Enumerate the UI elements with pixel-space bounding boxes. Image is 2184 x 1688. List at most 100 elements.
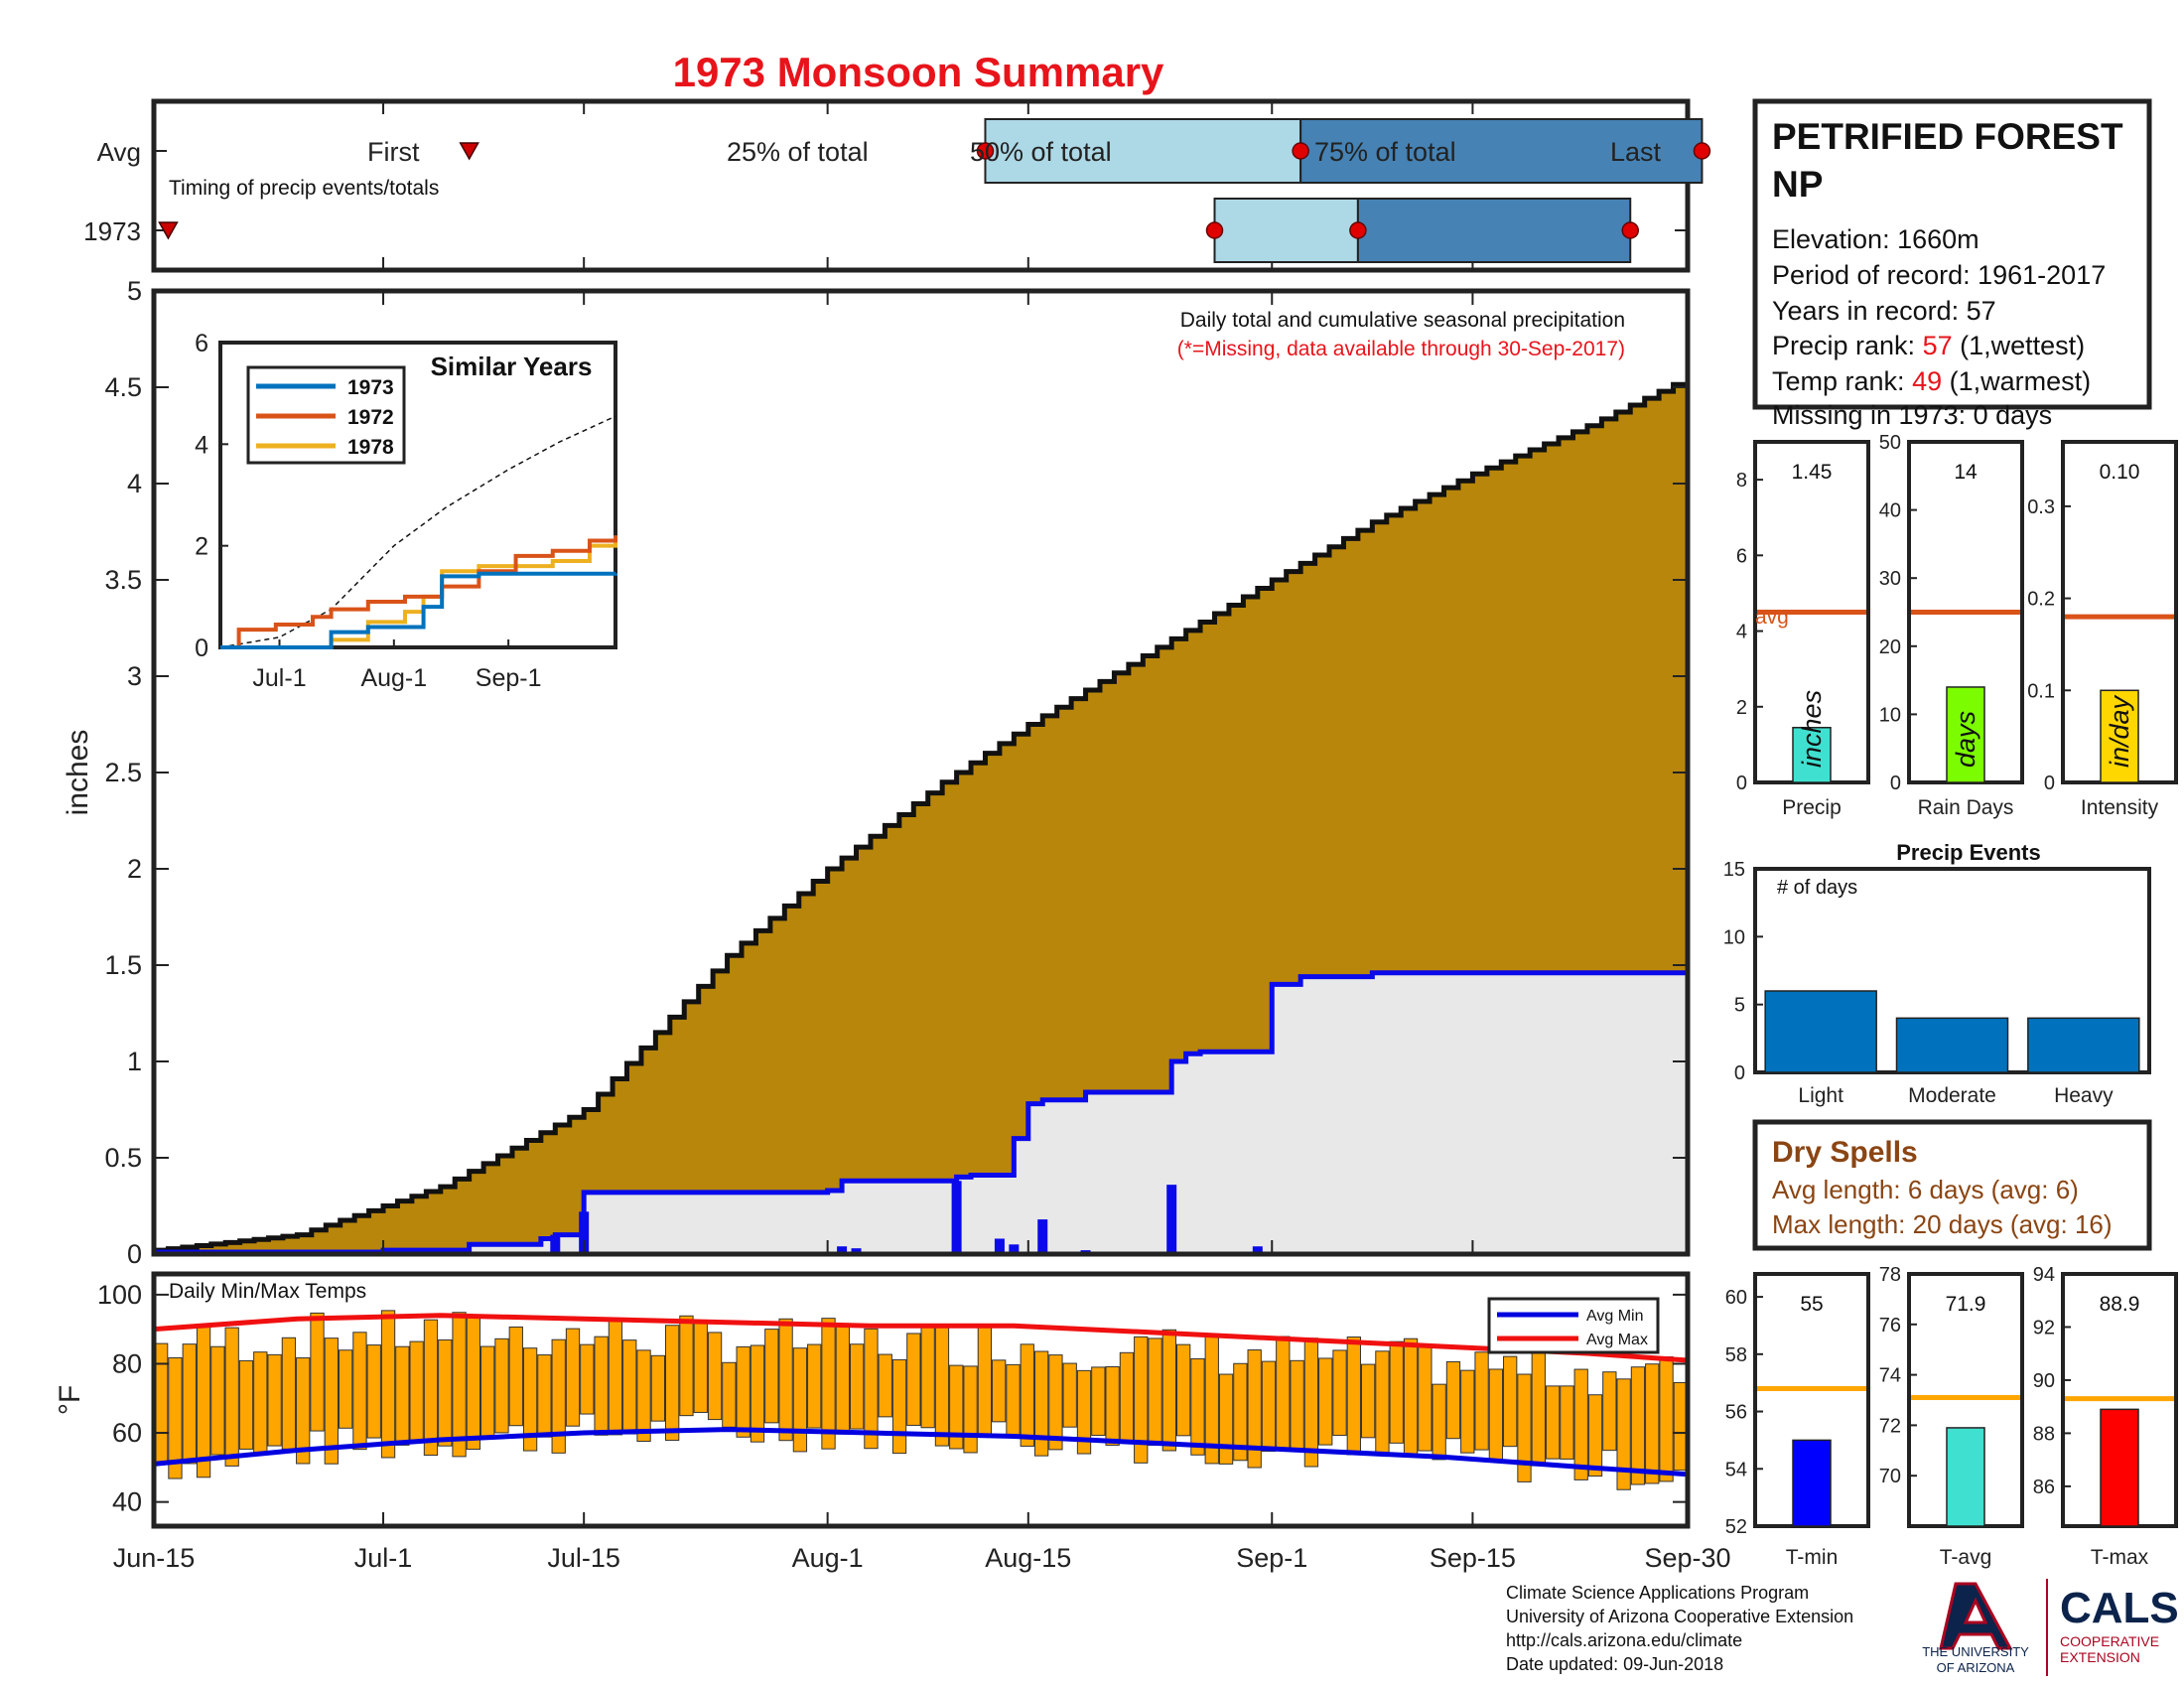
temp-title: Daily Min/Max Temps [169, 1280, 366, 1303]
legend-label-1972: 1972 [347, 406, 394, 429]
temp-y-tick-label: 40 [112, 1487, 142, 1517]
precip-stat-label: Precip [1782, 796, 1842, 819]
temp-y-label: °F [54, 1385, 86, 1415]
daily-temp-bar [1303, 1337, 1319, 1468]
year-cumulative-area [154, 972, 1688, 1254]
tavg-stat-tick-label: 76 [1879, 1315, 1901, 1336]
station-precip-rank: Precip rank: 57 (1,wettest) [1772, 331, 2085, 360]
daily-temp-bar [1176, 1343, 1191, 1437]
timing-percentile-marker [1621, 221, 1639, 239]
daily-temp-bar [1460, 1369, 1475, 1454]
precip-y-tick-label: 2 [127, 854, 142, 884]
precip-y-tick-label: 3 [127, 661, 142, 691]
tmin-stat-label: T-min [1786, 1546, 1839, 1569]
timing-box-50-75 [1299, 118, 1704, 184]
temp-legend-box [1487, 1297, 1660, 1354]
tavg-stat-label: T-avg [1940, 1546, 1992, 1569]
tavg-stat-tick-label: 78 [1879, 1264, 1901, 1286]
station-name: PETRIFIED FOREST NP [1772, 116, 2133, 205]
daily-precip-bar [1009, 1244, 1020, 1254]
daily-temp-bar [792, 1347, 808, 1453]
dry-spells-avg: Avg length: 6 days (avg: 6) [1772, 1175, 2079, 1204]
daily-temp-bar [338, 1349, 353, 1429]
raindays-stat-unit: days [1951, 711, 1980, 768]
tmin-stat-value: 55 [1800, 1293, 1823, 1316]
daily-temp-bar [267, 1353, 282, 1447]
raindays-stat-tick-label: 50 [1879, 432, 1901, 454]
daily-temp-bar [1091, 1366, 1106, 1437]
daily-temp-bar [992, 1359, 1007, 1423]
daily-temp-bar [1602, 1371, 1617, 1452]
station-period: Period of record: 1961-2017 [1772, 260, 2106, 290]
timing-percentile-marker [1693, 142, 1711, 160]
precip-y-tick-label: 4 [127, 469, 142, 498]
daily-temp-bar [650, 1354, 666, 1422]
daily-temp-bar [1033, 1350, 1049, 1457]
temp-plot-frame [151, 1271, 1691, 1529]
station-elevation: Elevation: 1660m [1772, 224, 1979, 254]
raindays-stat-bar [1946, 686, 1985, 783]
daily-precip-bar [1166, 1185, 1177, 1254]
daily-temp-bar [1630, 1366, 1646, 1485]
temp-chart: 40 60 80 100 Daily Min/Max Temps °F Avg Min… [54, 1271, 1731, 1573]
daily-temp-bar [849, 1343, 865, 1430]
daily-temp-bar [906, 1333, 921, 1426]
station-frame [1752, 98, 2152, 410]
events-title: Precip Events [1896, 840, 2041, 865]
tmax-stat-label: T-max [2091, 1546, 2149, 1569]
date-axis-label: Aug-1 [792, 1543, 864, 1573]
daily-temp-bar [210, 1345, 225, 1456]
daily-temp-bar [807, 1343, 822, 1429]
events-y-tick-label: 15 [1723, 859, 1745, 881]
daily-temp-bar [878, 1353, 892, 1418]
university-of-arizona-logo: THE UNIVERSITY OF ARIZONA [1922, 1582, 2029, 1675]
dry-spells-max: Max length: 20 days (avg: 16) [1772, 1209, 2113, 1239]
precip-y-label: inches [62, 730, 94, 816]
daily-temp-bar [864, 1328, 879, 1450]
tmax-stat-tick-label: 88 [2033, 1423, 2055, 1445]
daily-temp-bar [1432, 1383, 1446, 1461]
daily-temp-bar [949, 1364, 964, 1450]
events-category-label: Heavy [2054, 1084, 2114, 1107]
precip-events-chart: Precip Events # of days 0 5 10 15 Light Moder… [1723, 840, 2151, 1107]
raindays-stat-tick-label: 10 [1879, 704, 1901, 726]
date-axis-label: Jun-15 [113, 1543, 196, 1573]
events-category-label: Moderate [1908, 1084, 1996, 1107]
cals-logo: CALS COOPERATIVE EXTENSION [2060, 1584, 2179, 1665]
daily-temp-bar [665, 1325, 680, 1442]
timing-percentile-marker [976, 142, 995, 160]
timing-row-year-label: 1973 [83, 216, 141, 246]
events-bar-moderate [1895, 1017, 2009, 1073]
daily-temp-bar [622, 1339, 637, 1435]
inset-y-tick-label: 0 [195, 634, 208, 662]
daily-temp-bar [963, 1365, 978, 1454]
date-axis-label: Sep-30 [1644, 1543, 1730, 1573]
cals-sub2: EXTENSION [2060, 1649, 2140, 1665]
date-axis-label: Jul-15 [547, 1543, 620, 1573]
daily-temp-bar [310, 1312, 325, 1432]
timing-percentile-marker [1292, 142, 1309, 160]
year-cumulative-line [154, 970, 1688, 1255]
temp-rank-suffix: (1,warmest) [1942, 366, 2091, 396]
timing-box-25-50 [1213, 198, 1359, 263]
daily-temp-bar [1389, 1340, 1404, 1444]
timing-row-avg-label: Avg [97, 137, 141, 167]
ua-block-a-icon [1939, 1582, 2013, 1650]
raindays-stat-tick-label: 30 [1879, 568, 1901, 590]
daily-temp-bar [1048, 1354, 1063, 1451]
daily-temp-bar [1474, 1351, 1489, 1451]
station-temp-rank: Temp rank: 49 (1,warmest) [1772, 366, 2091, 396]
station-missing: Missing in 1973: 0 days [1772, 400, 2052, 430]
timing-first-label: First [367, 137, 420, 167]
events-y-tick-label: 5 [1734, 995, 1745, 1017]
legend-avg-max-label: Avg Max [1586, 1332, 1648, 1348]
timing-panel: Avg 1973 Timing of precip events/totals … [83, 98, 2057, 273]
tmax-stat-tick-label: 90 [2033, 1370, 2055, 1392]
precip-y-tick-label: 0.5 [104, 1143, 142, 1173]
temp-y-tick-label: 100 [97, 1280, 142, 1310]
daily-temp-bar [1076, 1369, 1092, 1455]
events-bar-heavy [2027, 1017, 2140, 1073]
daily-temp-bar [537, 1354, 552, 1438]
precip-avg-text: avg [1755, 606, 1789, 629]
inset-x-tick-label: Jul-1 [252, 664, 306, 692]
